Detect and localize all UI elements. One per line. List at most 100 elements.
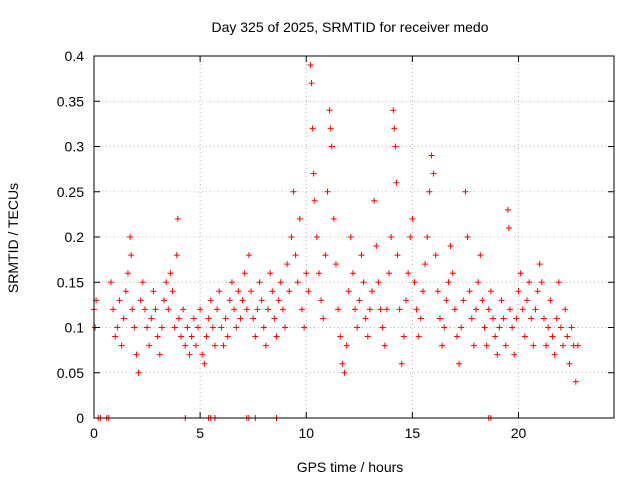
data-point [141,306,148,313]
data-point [307,62,314,69]
y-tick-label: 0.4 [65,48,85,64]
data-point [167,270,174,277]
data-point [517,270,524,277]
data-point [328,143,335,150]
data-point [555,279,562,286]
data-point [199,351,206,358]
data-point [146,342,153,349]
data-point [398,360,405,367]
data-point [161,297,168,304]
data-point [515,288,522,295]
data-point [443,297,450,304]
data-point [290,188,297,195]
data-point [564,333,571,340]
data-point [470,342,477,349]
x-tick-label: 10 [298,425,314,441]
data-point [224,333,231,340]
data-point [124,270,131,277]
data-point [409,215,416,222]
data-point [182,342,189,349]
data-point [192,342,199,349]
data-point [262,342,269,349]
data-point [277,279,284,286]
data-point [445,279,452,286]
data-point [107,279,114,286]
data-point [453,333,460,340]
data-point [481,324,488,331]
data-point [345,288,352,295]
data-point [538,279,545,286]
data-point [128,252,135,259]
data-point [498,297,505,304]
data-point [282,324,289,331]
data-point [250,315,257,322]
data-point [403,297,409,304]
x-tick-label: 5 [196,425,204,441]
y-tick-label: 0.05 [57,365,84,381]
data-point [364,333,371,340]
data-point [320,315,327,322]
data-point [186,351,193,358]
data-point [267,270,274,277]
data-point [284,261,291,268]
data-point [379,324,386,331]
data-point [388,234,395,240]
data-point [169,288,176,295]
data-point [175,315,182,322]
data-point [502,342,509,349]
data-point [449,270,456,277]
data-point [349,270,356,277]
data-point [394,252,401,259]
data-point [509,324,516,331]
data-point [245,252,252,259]
data-point [513,315,520,322]
data-point [131,324,138,331]
data-point [137,297,144,304]
data-point [241,270,248,277]
data-point [127,234,134,240]
data-point [133,351,140,358]
data-point [373,243,380,250]
data-point [296,215,303,222]
data-point [258,297,265,304]
data-point [494,351,501,358]
data-point [543,342,550,349]
data-point [292,252,299,259]
data-point [540,315,547,322]
data-point [207,297,214,304]
data-point [201,360,208,367]
data-point [243,306,250,313]
data-point [436,315,443,322]
y-tick-label: 0.35 [57,93,84,109]
data-point [135,369,142,376]
data-point [144,324,151,331]
data-point [273,333,280,340]
y-tick-label: 0.3 [65,139,85,155]
data-point [468,315,475,322]
data-point [235,288,242,295]
data-point [214,306,221,313]
data-point [553,315,560,322]
data-point [158,324,165,331]
data-point [322,252,329,259]
data-point [216,288,223,295]
data-point [326,107,333,114]
x-tick-label: 0 [90,425,98,441]
data-point [265,306,272,313]
data-point [447,243,454,250]
data-point [441,324,448,331]
data-point [303,270,310,277]
y-tick-label: 0 [76,410,84,426]
data-point [308,80,315,87]
data-point [305,288,312,295]
x-tick-label: 15 [405,425,421,441]
y-tick-label: 0.2 [65,229,85,245]
data-point [341,369,348,376]
data-point [222,315,229,322]
data-point [419,288,426,295]
data-point [400,333,407,340]
data-point [343,342,350,349]
y-tick-label: 0.25 [57,184,84,200]
data-point [315,270,322,277]
data-point [523,297,530,304]
